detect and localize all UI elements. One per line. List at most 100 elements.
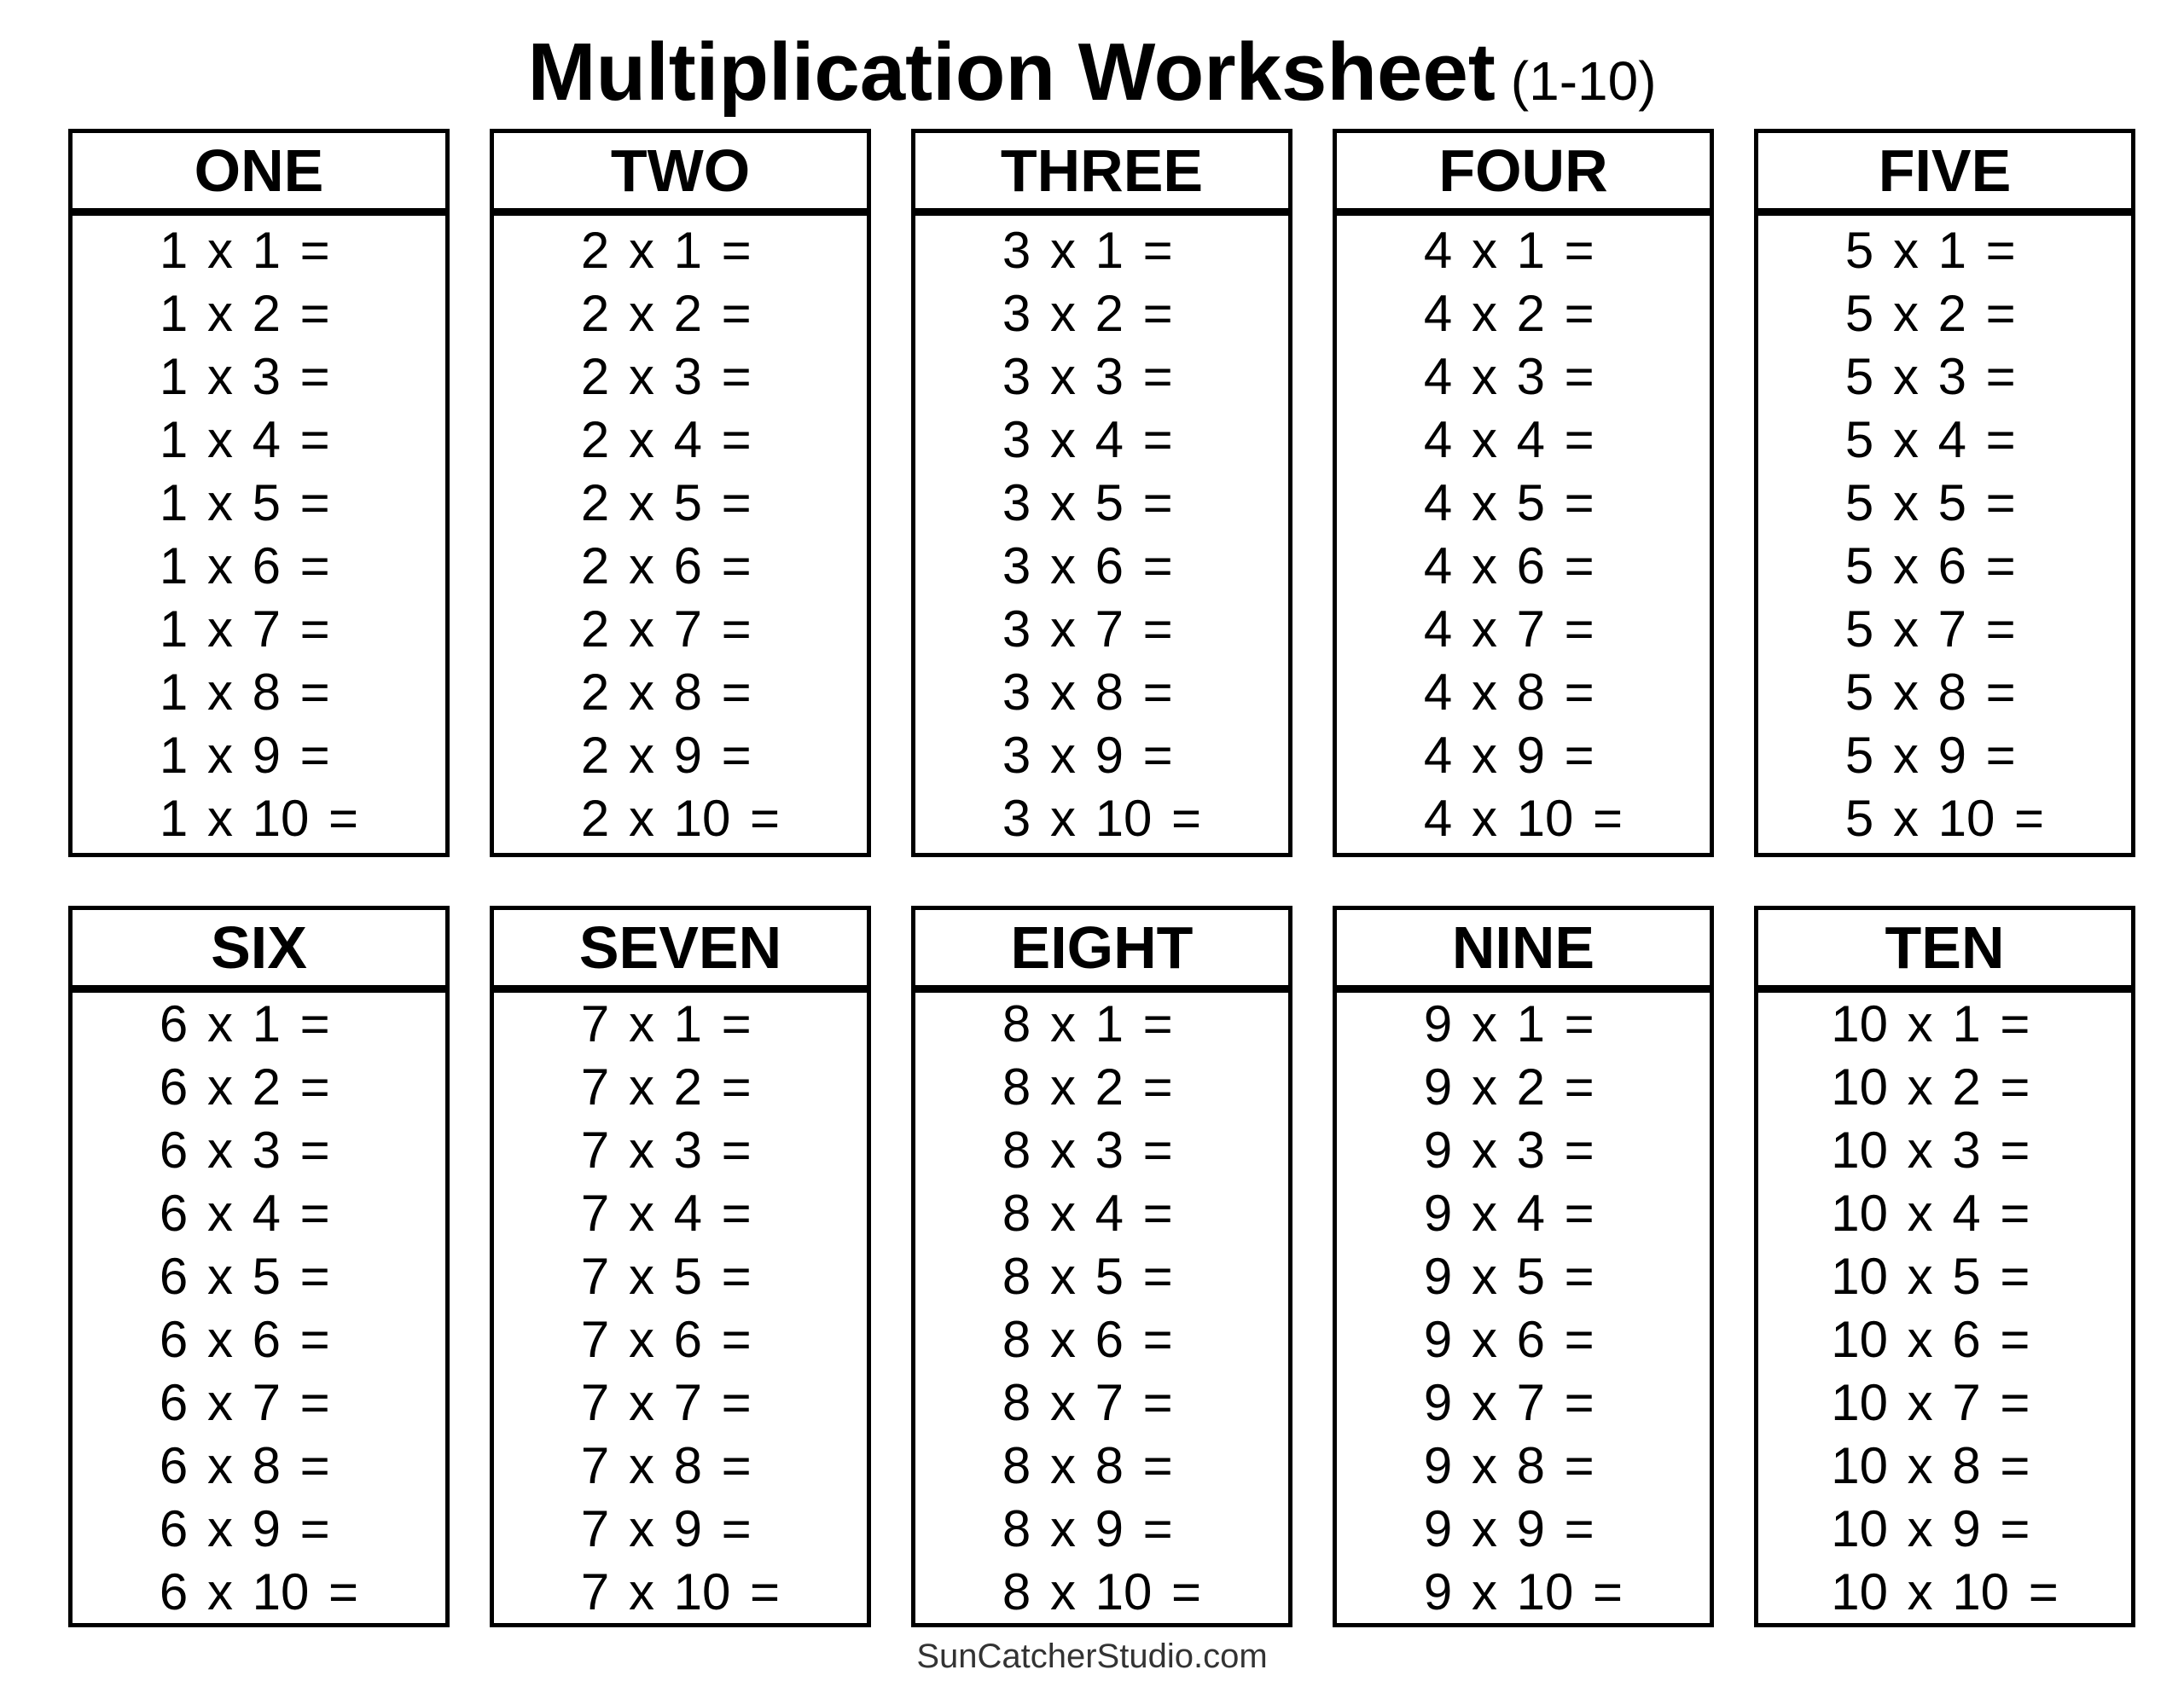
problem-line: 6 x 2 = bbox=[159, 1058, 330, 1116]
times-table-eight: EIGHT 8 x 1 = 8 x 2 = 8 x 3 = 8 x 4 = 8 x 5 … bbox=[911, 906, 1292, 1627]
problem-line: 7 x 4 = bbox=[580, 1184, 752, 1242]
problem-line: 2 x 6 = bbox=[580, 536, 752, 594]
problem-line: 4 x 3 = bbox=[1423, 347, 1594, 405]
footer-credit: SunCatcherStudio.com bbox=[916, 1638, 1268, 1675]
times-table-seven: SEVEN 7 x 1 = 7 x 2 = 7 x 3 = 7 x 4 = 7 x 5 … bbox=[490, 906, 871, 1627]
problem-line: 10 x 9 = bbox=[1831, 1499, 2030, 1557]
times-table-body: 6 x 1 = 6 x 2 = 6 x 3 = 6 x 4 = 6 x 5 = 6 x 6… bbox=[68, 988, 450, 1627]
problem-line: 3 x 9 = bbox=[1002, 726, 1173, 784]
problem-line: 3 x 3 = bbox=[1002, 347, 1173, 405]
problem-line: 10 x 5 = bbox=[1831, 1247, 2030, 1305]
times-table-six: SIX 6 x 1 = 6 x 2 = 6 x 3 = 6 x 4 = 6 x 5 = 6… bbox=[68, 906, 450, 1627]
problem-line: 3 x 7 = bbox=[1002, 600, 1173, 658]
problem-line: 2 x 3 = bbox=[580, 347, 752, 405]
problem-list: 4 x 1 = 4 x 2 = 4 x 3 = 4 x 4 = 4 x 5 = 4 x 6… bbox=[1424, 219, 1623, 850]
problem-line: 4 x 2 = bbox=[1423, 284, 1594, 342]
problem-line: 4 x 1 = bbox=[1423, 221, 1594, 279]
problem-list: 10 x 1 = 10 x 2 = 10 x 3 = 10 x 4 = 10 x 5 =… bbox=[1831, 993, 2059, 1623]
tables-row-2: SIX 6 x 1 = 6 x 2 = 6 x 3 = 6 x 4 = 6 x 5 = 6… bbox=[68, 906, 2135, 1627]
problem-line: 6 x 6 = bbox=[159, 1310, 330, 1368]
problem-line: 7 x 6 = bbox=[580, 1310, 752, 1368]
problem-line: 7 x 5 = bbox=[580, 1247, 752, 1305]
problem-line: 4 x 8 = bbox=[1423, 663, 1594, 721]
problem-list: 2 x 1 = 2 x 2 = 2 x 3 = 2 x 4 = 2 x 5 = 2 x 6… bbox=[581, 219, 780, 850]
problem-line: 9 x 3 = bbox=[1423, 1121, 1594, 1179]
problem-line: 1 x 8 = bbox=[159, 663, 330, 721]
times-table-body: 9 x 1 = 9 x 2 = 9 x 3 = 9 x 4 = 9 x 5 = 9 x 6… bbox=[1333, 988, 1714, 1627]
problem-line: 9 x 10 = bbox=[1423, 1562, 1623, 1620]
problem-line: 5 x 5 = bbox=[1844, 473, 2016, 531]
problem-line: 2 x 7 = bbox=[580, 600, 752, 658]
times-table-ten: TEN 10 x 1 = 10 x 2 = 10 x 3 = 10 x 4 = 10 x… bbox=[1754, 906, 2135, 1627]
problem-line: 1 x 6 = bbox=[159, 536, 330, 594]
problem-line: 7 x 1 = bbox=[580, 994, 752, 1052]
problem-line: 1 x 10 = bbox=[159, 789, 359, 847]
problem-line: 5 x 6 = bbox=[1844, 536, 2016, 594]
times-table-header: SEVEN bbox=[490, 906, 871, 989]
problem-line: 8 x 7 = bbox=[1002, 1373, 1173, 1431]
problem-line: 4 x 4 = bbox=[1423, 410, 1594, 468]
problem-line: 1 x 5 = bbox=[159, 473, 330, 531]
problem-line: 2 x 2 = bbox=[580, 284, 752, 342]
problem-line: 7 x 7 = bbox=[580, 1373, 752, 1431]
problem-line: 7 x 8 = bbox=[580, 1436, 752, 1494]
problem-line: 3 x 5 = bbox=[1002, 473, 1173, 531]
problem-line: 3 x 6 = bbox=[1002, 536, 1173, 594]
times-table-header: EIGHT bbox=[911, 906, 1292, 989]
problem-line: 9 x 2 = bbox=[1423, 1058, 1594, 1116]
problem-line: 10 x 10 = bbox=[1831, 1562, 2059, 1620]
problem-line: 9 x 6 = bbox=[1423, 1310, 1594, 1368]
problem-line: 2 x 10 = bbox=[580, 789, 781, 847]
problem-line: 1 x 9 = bbox=[159, 726, 330, 784]
problem-line: 9 x 5 = bbox=[1423, 1247, 1594, 1305]
times-table-body: 5 x 1 = 5 x 2 = 5 x 3 = 5 x 4 = 5 x 5 = 5 x 6… bbox=[1754, 212, 2135, 857]
problem-line: 8 x 4 = bbox=[1002, 1184, 1173, 1242]
problem-line: 5 x 3 = bbox=[1844, 347, 2016, 405]
times-table-header: TWO bbox=[490, 129, 871, 212]
times-table-three: THREE 3 x 1 = 3 x 2 = 3 x 3 = 3 x 4 = 3 x 5 … bbox=[911, 129, 1292, 857]
problem-list: 5 x 1 = 5 x 2 = 5 x 3 = 5 x 4 = 5 x 5 = 5 x 6… bbox=[1845, 219, 2044, 850]
times-table-header: TEN bbox=[1754, 906, 2135, 989]
problem-line: 9 x 9 = bbox=[1423, 1499, 1594, 1557]
problem-line: 8 x 10 = bbox=[1002, 1562, 1202, 1620]
problem-line: 10 x 7 = bbox=[1831, 1373, 2030, 1431]
problem-line: 5 x 4 = bbox=[1844, 410, 2016, 468]
problem-line: 7 x 3 = bbox=[580, 1121, 752, 1179]
tables-row-1: ONE 1 x 1 = 1 x 2 = 1 x 3 = 1 x 4 = 1 x 5 = 1… bbox=[68, 129, 2135, 857]
problem-line: 4 x 9 = bbox=[1423, 726, 1594, 784]
problem-line: 9 x 1 = bbox=[1423, 994, 1594, 1052]
problem-line: 4 x 7 = bbox=[1423, 600, 1594, 658]
times-table-body: 8 x 1 = 8 x 2 = 8 x 3 = 8 x 4 = 8 x 5 = 8 x 6… bbox=[911, 988, 1292, 1627]
problem-line: 7 x 10 = bbox=[580, 1562, 781, 1620]
problem-line: 10 x 4 = bbox=[1831, 1184, 2030, 1242]
problem-line: 1 x 4 = bbox=[159, 410, 330, 468]
problem-line: 2 x 1 = bbox=[580, 221, 752, 279]
problem-line: 8 x 1 = bbox=[1002, 994, 1173, 1052]
times-table-header: FIVE bbox=[1754, 129, 2135, 212]
problem-line: 6 x 7 = bbox=[159, 1373, 330, 1431]
problem-line: 10 x 3 = bbox=[1831, 1121, 2030, 1179]
problem-list: 8 x 1 = 8 x 2 = 8 x 3 = 8 x 4 = 8 x 5 = 8 x 6… bbox=[1002, 993, 1202, 1623]
problem-line: 8 x 5 = bbox=[1002, 1247, 1173, 1305]
problem-line: 6 x 10 = bbox=[159, 1562, 359, 1620]
problem-line: 6 x 1 = bbox=[159, 994, 330, 1052]
times-table-body: 4 x 1 = 4 x 2 = 4 x 3 = 4 x 4 = 4 x 5 = 4 x 6… bbox=[1333, 212, 1714, 857]
title-range: (1-10) bbox=[1510, 50, 1657, 113]
times-table-body: 7 x 1 = 7 x 2 = 7 x 3 = 7 x 4 = 7 x 5 = 7 x 6… bbox=[490, 988, 871, 1627]
problem-list: 3 x 1 = 3 x 2 = 3 x 3 = 3 x 4 = 3 x 5 = 3 x 6… bbox=[1002, 219, 1201, 850]
problem-line: 4 x 5 = bbox=[1423, 473, 1594, 531]
title-main: Multiplication Worksheet bbox=[527, 26, 1496, 119]
problem-line: 5 x 7 = bbox=[1844, 600, 2016, 658]
problem-line: 6 x 9 = bbox=[159, 1499, 330, 1557]
problem-line: 5 x 1 = bbox=[1844, 221, 2016, 279]
problem-list: 9 x 1 = 9 x 2 = 9 x 3 = 9 x 4 = 9 x 5 = 9 x 6… bbox=[1423, 993, 1623, 1623]
problem-line: 2 x 5 = bbox=[580, 473, 752, 531]
problem-line: 7 x 2 = bbox=[580, 1058, 752, 1116]
problem-line: 9 x 4 = bbox=[1423, 1184, 1594, 1242]
problem-line: 4 x 6 = bbox=[1423, 536, 1594, 594]
problem-line: 6 x 8 = bbox=[159, 1436, 330, 1494]
problem-line: 6 x 5 = bbox=[159, 1247, 330, 1305]
problem-line: 2 x 9 = bbox=[580, 726, 752, 784]
problem-line: 3 x 2 = bbox=[1002, 284, 1173, 342]
